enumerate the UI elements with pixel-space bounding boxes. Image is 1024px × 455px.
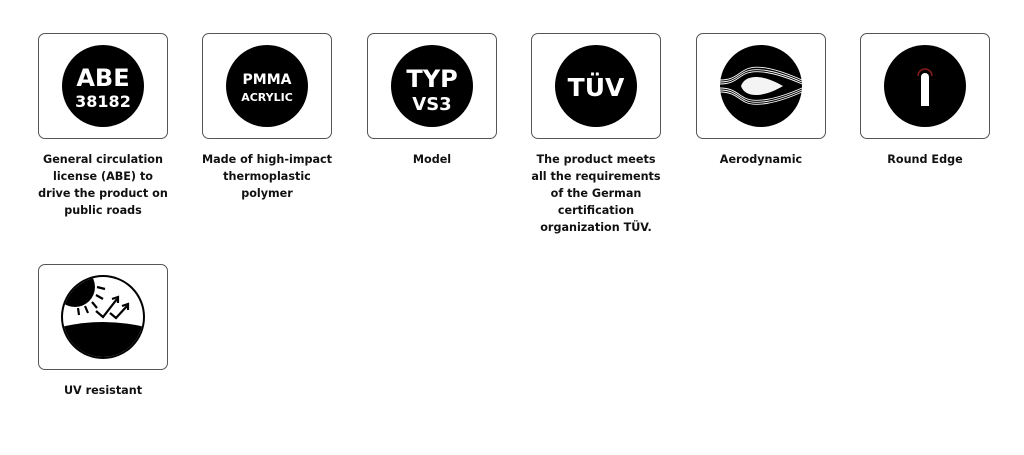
- feature-icon-box: [696, 33, 826, 139]
- svg-text:TÜV: TÜV: [568, 72, 625, 102]
- feature-icon-box: [38, 264, 168, 370]
- feature-uv-resistant: UV resistant: [38, 264, 168, 399]
- feature-pmma: PMMA ACRYLIC Made of high-impact thermop…: [202, 33, 332, 202]
- feature-icon-box: TÜV: [531, 33, 661, 139]
- svg-text:VS3: VS3: [412, 94, 451, 115]
- feature-abe: ABE 38182 General circulation license (A…: [38, 33, 168, 219]
- feature-caption: The product meets all the requirements o…: [531, 153, 661, 234]
- abe-badge-icon: ABE 38182: [62, 45, 144, 127]
- svg-text:PMMA: PMMA: [243, 72, 292, 88]
- feature-caption: General circulation license (ABE) to dri…: [38, 153, 168, 217]
- round-edge-icon: [884, 45, 966, 127]
- svg-text:ACRYLIC: ACRYLIC: [241, 91, 293, 104]
- feature-round-edge: Round Edge: [860, 33, 990, 168]
- pmma-badge-icon: PMMA ACRYLIC: [226, 45, 308, 127]
- feature-tuv: TÜV The product meets all the requiremen…: [531, 33, 661, 236]
- feature-caption: Made of high-impact thermoplastic polyme…: [201, 153, 333, 200]
- uv-resistant-icon: [61, 275, 145, 359]
- typ-badge-icon: TYP VS3: [391, 45, 473, 127]
- feature-caption: Round Edge: [887, 153, 963, 166]
- feature-icon-box: PMMA ACRYLIC: [202, 33, 332, 139]
- feature-icon-box: ABE 38182: [38, 33, 168, 139]
- feature-caption: UV resistant: [63, 384, 143, 397]
- svg-text:38182: 38182: [75, 92, 131, 111]
- feature-caption: Model: [412, 153, 452, 166]
- feature-icon-box: [860, 33, 990, 139]
- svg-text:ABE: ABE: [76, 64, 129, 92]
- feature-model: TYP VS3 Model: [367, 33, 497, 168]
- feature-icon-box: TYP VS3: [367, 33, 497, 139]
- svg-text:TYP: TYP: [406, 65, 457, 93]
- aerodynamic-icon: [719, 45, 803, 127]
- feature-aerodynamic: Aerodynamic: [696, 33, 826, 168]
- feature-caption: Aerodynamic: [719, 153, 803, 166]
- tuv-badge-icon: TÜV: [555, 45, 637, 127]
